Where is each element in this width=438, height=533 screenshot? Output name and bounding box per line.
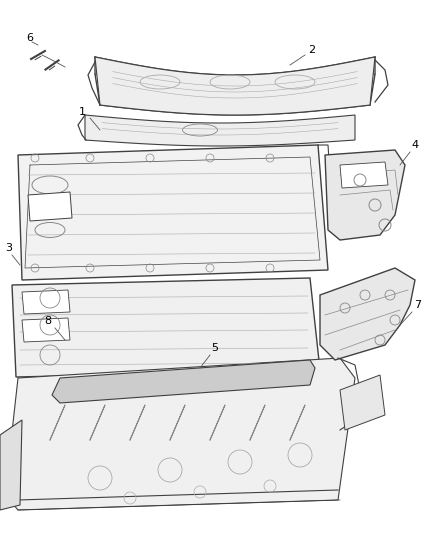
Text: 7: 7 [414,300,421,310]
Polygon shape [5,358,355,510]
Text: 2: 2 [308,45,315,55]
Polygon shape [22,290,70,314]
Text: 6: 6 [27,33,33,43]
Text: 8: 8 [44,316,52,326]
Polygon shape [0,420,22,510]
Text: 4: 4 [411,140,419,150]
Text: 3: 3 [6,243,13,253]
Polygon shape [340,162,388,188]
Polygon shape [340,375,385,430]
Polygon shape [52,360,315,403]
Polygon shape [325,150,405,240]
Text: 5: 5 [212,343,219,353]
Polygon shape [18,145,328,280]
Polygon shape [28,192,72,221]
Text: 1: 1 [78,107,85,117]
Polygon shape [320,268,415,360]
Polygon shape [85,115,355,146]
Polygon shape [22,318,70,342]
Polygon shape [95,57,375,115]
Polygon shape [12,278,320,377]
